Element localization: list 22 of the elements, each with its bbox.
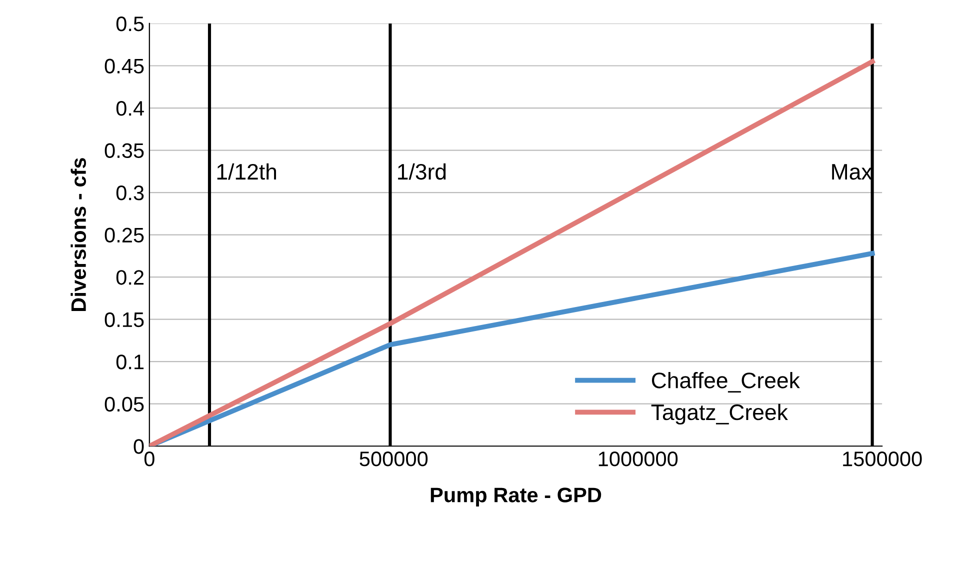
ref-line-label: 1/12th xyxy=(217,163,276,180)
x-tick-label: 500000 xyxy=(360,452,428,466)
y-tick-label: 0.4 xyxy=(116,101,144,116)
y-tick-label: 0.45 xyxy=(104,58,144,74)
y-tick-label: 0.2 xyxy=(116,270,144,285)
legend-label: Chaffee_Creek xyxy=(652,372,800,393)
y-axis-title: Diversions - cfs xyxy=(70,158,86,311)
y-tick-label: 0.15 xyxy=(104,312,144,328)
y-tick-label: 0.25 xyxy=(104,228,144,243)
y-tick-label: 0.1 xyxy=(116,354,144,370)
x-tick-label: 0 xyxy=(144,452,154,466)
x-tick-label: 1000000 xyxy=(598,452,678,466)
y-tick-label: 0.3 xyxy=(116,186,144,200)
ref-line-label: 1/3rd xyxy=(398,163,446,180)
legend-label: Tagatz_Creek xyxy=(651,404,788,425)
x-tick-label: 1500000 xyxy=(843,452,922,466)
y-tick-label: 0 xyxy=(134,439,144,454)
x-axis-title: Pump Rate - GPD xyxy=(430,488,602,506)
y-tick-label: 0.5 xyxy=(116,16,144,32)
y-tick-label: 0.35 xyxy=(104,143,144,158)
y-tick-label: 0.05 xyxy=(104,396,144,412)
ref-line-label: Max xyxy=(832,164,872,180)
